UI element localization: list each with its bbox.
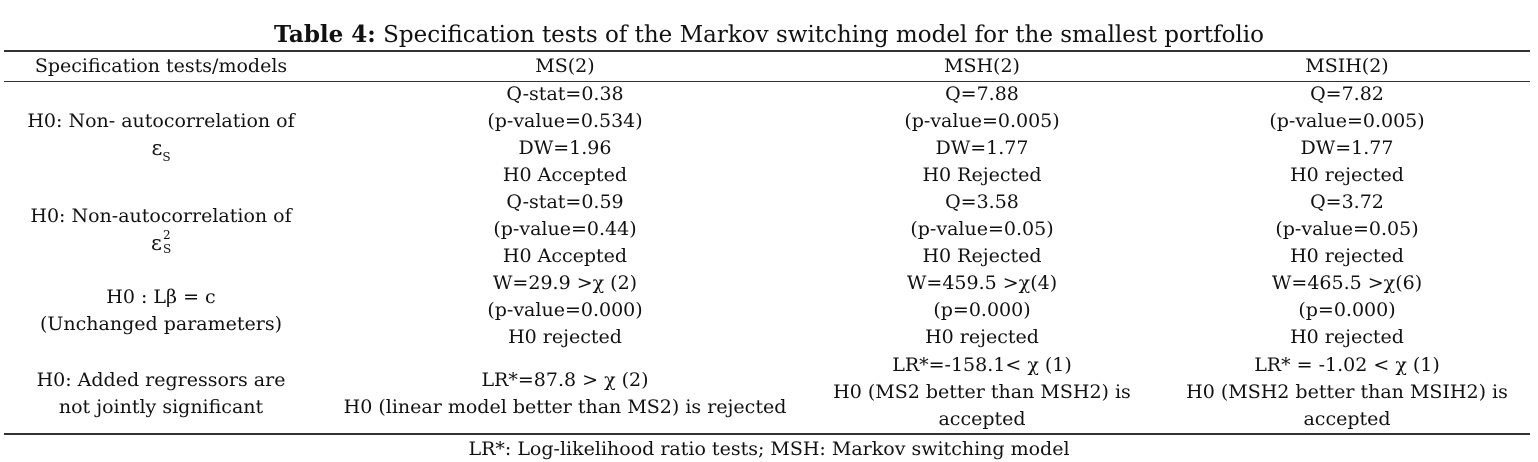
- row2-msh2-line: (p-value=0.05): [910, 218, 1054, 240]
- row4-msih2-line: accepted: [1303, 408, 1391, 430]
- table-number: Table 4:: [274, 21, 376, 48]
- row4-msh2-line: accepted: [938, 408, 1026, 430]
- row1-msih2-line: DW=1.77: [1300, 137, 1394, 159]
- row4-test-label: H0: Added regressors are: [36, 369, 286, 391]
- row2-ms2-line: H0 Accepted: [502, 245, 628, 267]
- top-rule: [4, 50, 1530, 52]
- row4-test-label-2: not jointly significant: [58, 396, 264, 418]
- row3-ms2-line: W=29.9 >χ (2): [492, 272, 638, 294]
- row3-msh2-line: W=459.5 >χ(4): [906, 272, 1058, 294]
- row3-ms2-line: H0 rejected: [508, 326, 622, 348]
- row1-msh2-line: H0 Rejected: [922, 164, 1042, 186]
- epsilon-subscript: S: [162, 150, 171, 164]
- table-caption: Specification tests of the Markov switch…: [375, 22, 1264, 48]
- row3-test-label-2: (Unchanged parameters): [40, 313, 282, 335]
- row2-ms2-line: Q-stat=0.59: [506, 191, 624, 213]
- row1-test-label: H0: Non- autocorrelation of: [27, 110, 295, 132]
- row4-ms2-line: LR*=87.8 > χ (2): [481, 369, 649, 391]
- epsilon-symbol: ε: [151, 231, 162, 255]
- row3-ms2-line: (p-value=0.000): [487, 299, 643, 321]
- row1-ms2-line: Q-stat=0.38: [506, 83, 624, 105]
- row3-msh2-line: H0 rejected: [925, 326, 1039, 348]
- row4-msih2-line: H0 (MSH2 better than MSIH2) is: [1186, 381, 1508, 403]
- row1-ms2-line: H0 Accepted: [502, 164, 628, 186]
- row2-msih2-line: H0 rejected: [1290, 245, 1404, 267]
- table-title: Table 4: Specification tests of the Mark…: [0, 21, 1538, 49]
- row2-ms2-line: (p-value=0.44): [493, 218, 637, 240]
- row4-ms2-line: H0 (linear model better than MS2) is rej…: [343, 396, 787, 418]
- header-msh2: MSH(2): [944, 55, 1020, 77]
- header-rule: [4, 81, 1530, 82]
- header-ms2: MS(2): [535, 55, 595, 77]
- row1-msih2-line: Q=7.82: [1310, 83, 1384, 105]
- row2-msih2-line: (p-value=0.05): [1275, 218, 1419, 240]
- row4-msh2-line: LR*=-158.1< χ (1): [892, 354, 1072, 376]
- epsilon-superscript: 2: [162, 228, 171, 242]
- row3-msh2-line: (p=0.000): [933, 299, 1031, 321]
- row1-msh2-line: Q=7.88: [945, 83, 1019, 105]
- row1-ms2-line: DW=1.96: [518, 137, 612, 159]
- bottom-rule: [4, 433, 1530, 435]
- epsilon-symbol: ε: [151, 136, 163, 160]
- table-footnote: LR*: Log-likelihood ratio tests; MSH: Ma…: [468, 438, 1070, 460]
- row2-msh2-line: Q=3.58: [945, 191, 1019, 213]
- row3-msih2-line: (p=0.000): [1298, 299, 1396, 321]
- row2-msih2-line: Q=3.72: [1310, 191, 1384, 213]
- row1-msh2-line: (p-value=0.005): [904, 110, 1060, 132]
- row2-msh2-line: H0 Rejected: [922, 245, 1042, 267]
- row3-test-label: H0 : Lβ = c: [106, 286, 216, 308]
- header-tests: Specification tests/models: [34, 55, 288, 77]
- row4-msh2-line: H0 (MS2 better than MSH2) is: [833, 381, 1131, 403]
- row1-msh2-line: DW=1.77: [935, 137, 1029, 159]
- row3-msih2-line: W=465.5 >χ(6): [1271, 272, 1423, 294]
- row4-msih2-line: LR* = -1.02 < χ (1): [1254, 354, 1440, 376]
- row1-msih2-line: H0 rejected: [1290, 164, 1404, 186]
- row1-ms2-line: (p-value=0.534): [487, 110, 643, 132]
- row3-msih2-line: H0 rejected: [1290, 326, 1404, 348]
- epsilon-subscript: S: [162, 242, 172, 256]
- row2-test-label: H0: Non-autocorrelation of: [30, 205, 292, 227]
- row1-msih2-line: (p-value=0.005): [1269, 110, 1425, 132]
- row1-test-symbol: εS: [4, 135, 318, 171]
- header-msih2: MSIH(2): [1305, 55, 1389, 77]
